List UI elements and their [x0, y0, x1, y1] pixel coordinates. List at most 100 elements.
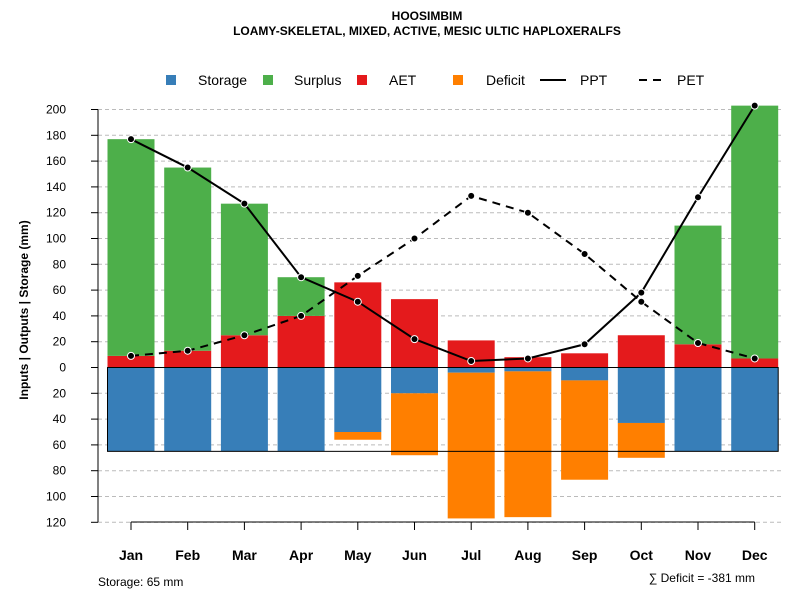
- point-pet-dec: [750, 354, 759, 363]
- y-axis-label: Inputs | Outputs | Storage (mm): [17, 220, 31, 399]
- bar-surplus-jan: [107, 139, 155, 356]
- y-tick-label: 40: [53, 412, 67, 426]
- y-tick-label: 60: [53, 438, 67, 452]
- legend-label-surplus: Surplus: [294, 72, 341, 88]
- bar-deficit-sep: [561, 380, 609, 480]
- point-pet-mar: [240, 331, 249, 340]
- y-tick-label: 120: [46, 206, 66, 220]
- y-tick-label: 100: [46, 490, 66, 504]
- y-tick-label: 180: [46, 128, 66, 142]
- chart-title: HOOSIMBIM: [392, 9, 463, 23]
- bar-storage-dec: [731, 367, 779, 452]
- bar-storage-may: [334, 367, 382, 432]
- bar-storage-jun: [391, 367, 438, 394]
- x-tick-label-nov: Nov: [685, 547, 712, 563]
- bar-storage-jul: [447, 367, 495, 373]
- bar-storage-aug: [504, 367, 552, 372]
- x-tick-label-apr: Apr: [289, 547, 314, 563]
- legend-label-deficit: Deficit: [486, 72, 525, 88]
- x-tick-label-mar: Mar: [232, 547, 257, 563]
- point-ppt-jun: [410, 335, 419, 344]
- y-tick-label: 20: [53, 386, 67, 400]
- bar-storage-feb: [164, 367, 212, 452]
- y-tick-label: 100: [46, 232, 66, 246]
- bars-layer: [107, 105, 779, 519]
- bar-deficit-jun: [391, 393, 438, 456]
- legend-key-deficit: [453, 75, 463, 85]
- storage-footnote: Storage: 65 mm: [98, 575, 183, 589]
- point-pet-apr: [297, 311, 306, 320]
- lines-layer: [127, 101, 759, 366]
- bar-aet-nov: [674, 344, 722, 368]
- deficit-sum-footnote: ∑ Deficit = -381 mm: [649, 571, 755, 585]
- x-tick-label-sep: Sep: [572, 547, 598, 563]
- point-ppt-sep: [580, 340, 589, 349]
- bar-aet-oct: [617, 335, 665, 368]
- point-pet-nov: [694, 338, 702, 347]
- legend-key-aet: [357, 75, 367, 85]
- x-tick-label-feb: Feb: [175, 547, 200, 563]
- bar-deficit-oct: [617, 422, 665, 458]
- y-tick-label: 0: [59, 361, 66, 375]
- bar-storage-sep: [561, 367, 609, 381]
- bar-aet-jan: [107, 355, 155, 368]
- point-ppt-aug: [523, 354, 532, 363]
- bar-storage-nov: [674, 367, 722, 452]
- point-pet-may: [353, 271, 362, 280]
- y-tick-label: 20: [53, 335, 67, 349]
- y-tick-label: 140: [46, 180, 66, 194]
- x-tick-label-may: May: [344, 547, 371, 563]
- point-ppt-feb: [183, 163, 192, 172]
- point-pet-sep: [580, 249, 589, 258]
- point-pet-aug: [523, 208, 532, 217]
- legend-label-ppt: PPT: [580, 72, 608, 88]
- bar-deficit-may: [334, 432, 382, 440]
- y-tick-label: 80: [53, 257, 67, 271]
- x-tick-label-dec: Dec: [742, 547, 768, 563]
- legend: Storage Surplus AET Deficit PPT PET: [166, 72, 705, 88]
- y-tick-label: 160: [46, 154, 66, 168]
- point-pet-jul: [467, 191, 476, 200]
- x-tick-label-jul: Jul: [461, 547, 481, 563]
- point-ppt-may: [353, 297, 362, 306]
- point-ppt-dec: [750, 101, 759, 110]
- line-pet: [130, 194, 755, 360]
- point-pet-jun: [410, 234, 419, 243]
- y-tick-label: 60: [53, 283, 67, 297]
- bar-storage-mar: [220, 367, 268, 452]
- x-tick-label-oct: Oct: [630, 547, 654, 563]
- legend-label-pet: PET: [677, 72, 705, 88]
- bar-aet-dec: [731, 358, 779, 368]
- point-ppt-apr: [297, 273, 306, 282]
- bar-aet-sep: [561, 353, 609, 368]
- bar-surplus-dec: [731, 105, 779, 359]
- legend-key-storage: [166, 75, 176, 85]
- bar-aet-jun: [391, 299, 438, 368]
- x-tick-label-jun: Jun: [402, 547, 427, 563]
- bar-storage-jan: [107, 367, 155, 452]
- legend-label-storage: Storage: [198, 72, 247, 88]
- y-tick-label: 40: [53, 309, 67, 323]
- point-pet-feb: [183, 346, 192, 355]
- y-tick-label: 200: [46, 103, 66, 117]
- bar-storage-oct: [617, 367, 665, 423]
- legend-key-surplus: [263, 75, 273, 85]
- bar-storage-apr: [277, 367, 325, 452]
- bar-deficit-jul: [447, 372, 495, 519]
- x-tick-label-jan: Jan: [119, 547, 143, 563]
- bar-deficit-aug: [504, 371, 552, 518]
- bar-aet-may: [334, 282, 382, 368]
- point-ppt-jul: [467, 357, 476, 366]
- point-ppt-jan: [127, 135, 135, 144]
- y-tick-label: 120: [46, 515, 66, 529]
- bar-surplus-nov: [674, 225, 722, 345]
- bar-aet-feb: [164, 350, 212, 368]
- bar-surplus-feb: [164, 167, 212, 351]
- point-ppt-oct: [637, 288, 646, 297]
- point-ppt-mar: [240, 199, 249, 208]
- bar-aet-apr: [277, 315, 325, 368]
- axes: 2001801601401201008060402002040608010012…: [46, 103, 768, 564]
- chart-subtitle: LOAMY-SKELETAL, MIXED, ACTIVE, MESIC ULT…: [233, 24, 621, 38]
- bar-aet-mar: [220, 335, 268, 368]
